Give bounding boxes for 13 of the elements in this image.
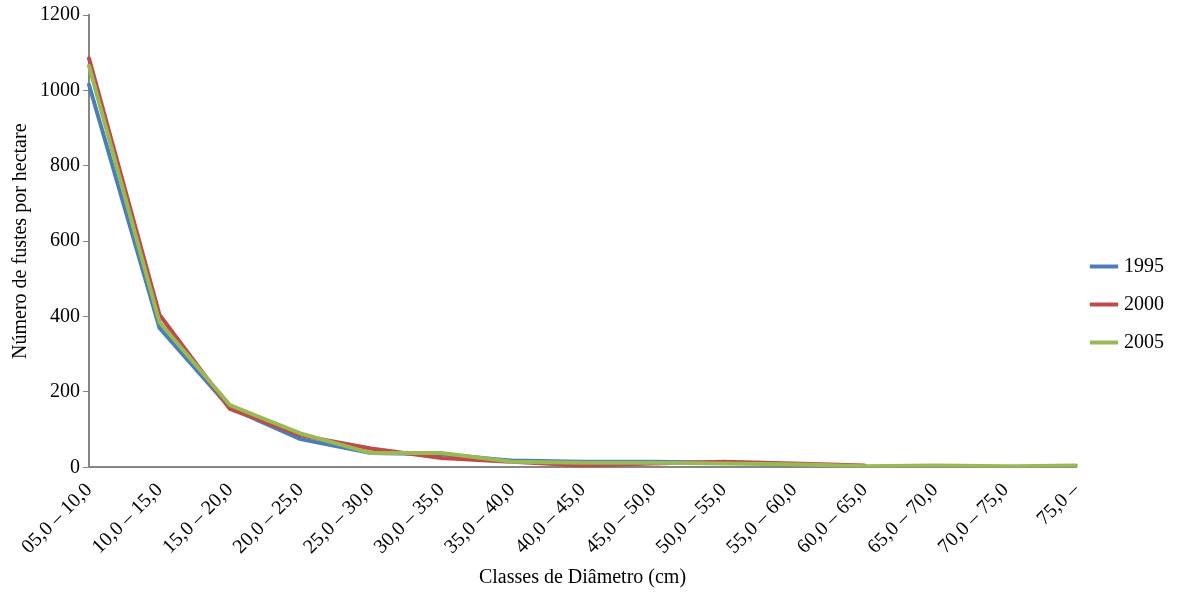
legend-label: 2000 <box>1124 291 1164 314</box>
y-axis-title: Número de fustes por hectare <box>8 123 32 359</box>
y-tick-label: 0 <box>70 454 80 477</box>
y-tick-label: 800 <box>50 153 80 176</box>
x-axis-title: Classes de Diâmetro (cm) <box>478 565 687 589</box>
y-tick-label: 200 <box>50 379 80 402</box>
y-tick-label: 1000 <box>40 77 80 100</box>
y-tick-label: 1200 <box>40 2 80 25</box>
y-tick-label: 600 <box>50 228 80 251</box>
legend-label: 2005 <box>1124 329 1164 352</box>
legend-label: 1995 <box>1124 253 1164 276</box>
y-tick-label: 400 <box>50 303 80 326</box>
x-tick-label: 75,0 – <box>1031 477 1084 529</box>
